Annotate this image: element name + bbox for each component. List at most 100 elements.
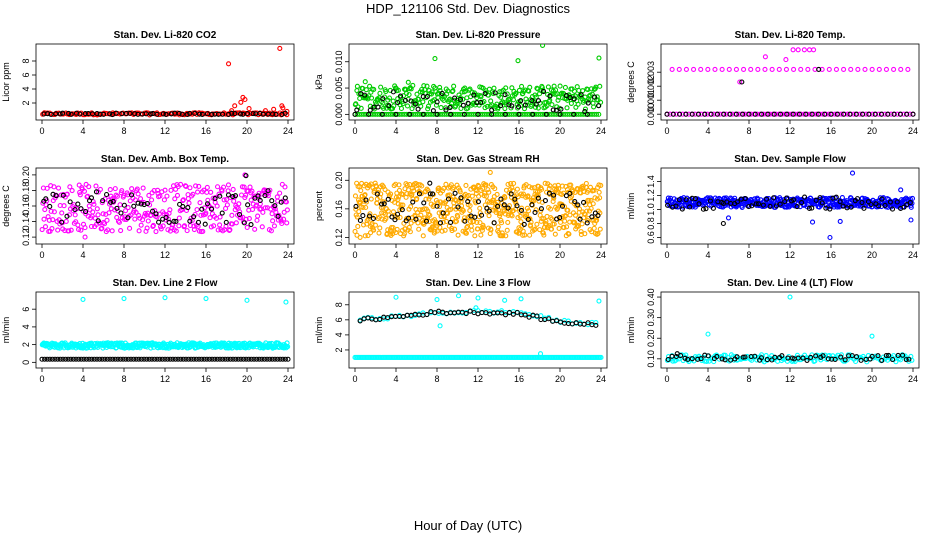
data-point xyxy=(192,110,198,116)
data-point xyxy=(416,191,423,197)
data-point xyxy=(555,205,561,211)
data-point xyxy=(767,203,773,209)
data-point xyxy=(779,111,785,117)
data-point xyxy=(597,195,603,201)
data-point xyxy=(518,296,524,302)
data-point xyxy=(806,205,812,211)
data-point xyxy=(799,199,805,206)
data-point xyxy=(366,213,373,219)
data-point xyxy=(475,295,481,301)
data-point xyxy=(580,183,586,189)
data-point xyxy=(784,111,790,117)
data-point xyxy=(275,213,281,219)
data-point xyxy=(104,217,110,223)
x-tick-label: 20 xyxy=(867,374,877,384)
data-point xyxy=(140,185,146,191)
y-tick-label: 0.8 xyxy=(646,217,656,230)
data-point xyxy=(506,102,512,108)
plot-area xyxy=(352,169,604,240)
data-point xyxy=(442,227,448,233)
data-point xyxy=(391,183,397,189)
data-point xyxy=(853,111,859,117)
data-point xyxy=(559,183,565,189)
data-point xyxy=(412,214,418,220)
data-point xyxy=(187,110,193,116)
data-point xyxy=(271,106,277,112)
data-point xyxy=(542,180,548,186)
panel-title: Stan. Dev. Amb. Box Temp. xyxy=(101,154,229,165)
data-point xyxy=(167,207,173,213)
data-point xyxy=(537,227,543,233)
data-point xyxy=(427,191,433,197)
data-point xyxy=(794,204,800,210)
data-point xyxy=(790,111,796,117)
data-point xyxy=(410,82,416,89)
plot-area xyxy=(664,294,915,365)
data-point xyxy=(689,356,695,362)
data-point xyxy=(63,356,69,362)
data-point xyxy=(136,213,142,219)
data-point xyxy=(274,356,281,362)
data-point xyxy=(161,197,167,203)
data-point xyxy=(550,198,556,205)
data-point xyxy=(394,190,400,196)
data-point xyxy=(413,180,419,186)
data-point xyxy=(434,228,440,234)
data-point xyxy=(840,203,846,209)
data-point xyxy=(252,193,258,199)
plot-area xyxy=(352,293,604,361)
data-point xyxy=(396,182,402,188)
data-point xyxy=(105,227,111,233)
data-point xyxy=(380,105,387,111)
data-point xyxy=(673,203,679,209)
data-point xyxy=(425,187,431,194)
y-axis-label: ml/min xyxy=(626,317,636,344)
data-point xyxy=(243,173,249,179)
y-tick-label: 0.16 xyxy=(21,197,31,215)
data-point xyxy=(789,111,795,117)
data-point xyxy=(900,352,906,358)
data-point xyxy=(557,219,564,225)
data-point xyxy=(424,93,430,100)
data-point xyxy=(437,323,443,329)
data-point xyxy=(491,85,497,91)
data-point xyxy=(486,86,492,92)
data-point xyxy=(191,226,197,233)
data-point xyxy=(562,213,569,219)
data-point xyxy=(907,111,913,117)
data-point xyxy=(522,312,528,318)
data-point xyxy=(224,197,230,203)
data-point xyxy=(764,357,770,363)
data-point xyxy=(665,202,671,208)
data-point xyxy=(247,184,253,190)
data-point xyxy=(43,196,49,202)
data-point xyxy=(407,229,413,235)
data-point xyxy=(241,184,247,190)
data-point xyxy=(596,111,602,117)
data-point xyxy=(176,215,182,221)
data-point xyxy=(214,356,220,362)
data-point xyxy=(370,215,376,222)
data-point xyxy=(691,66,697,72)
data-point xyxy=(113,110,119,116)
data-point xyxy=(459,207,466,213)
figure-title: HDP_121106 Std. Dev. Diagnostics xyxy=(365,1,570,16)
data-point xyxy=(498,94,504,100)
data-point xyxy=(176,223,182,229)
data-point xyxy=(752,353,758,359)
data-point xyxy=(589,229,595,235)
data-point xyxy=(683,66,689,72)
data-point xyxy=(277,356,283,362)
plot-area xyxy=(39,172,290,240)
data-point xyxy=(394,226,400,232)
data-point xyxy=(282,184,288,190)
data-point xyxy=(472,214,478,220)
data-point xyxy=(885,111,891,117)
data-point xyxy=(488,227,494,233)
data-point xyxy=(519,83,525,89)
data-point xyxy=(161,211,167,217)
x-tick-label: 8 xyxy=(121,126,126,136)
data-point xyxy=(207,215,213,221)
data-point xyxy=(86,356,92,362)
data-point xyxy=(114,193,120,199)
